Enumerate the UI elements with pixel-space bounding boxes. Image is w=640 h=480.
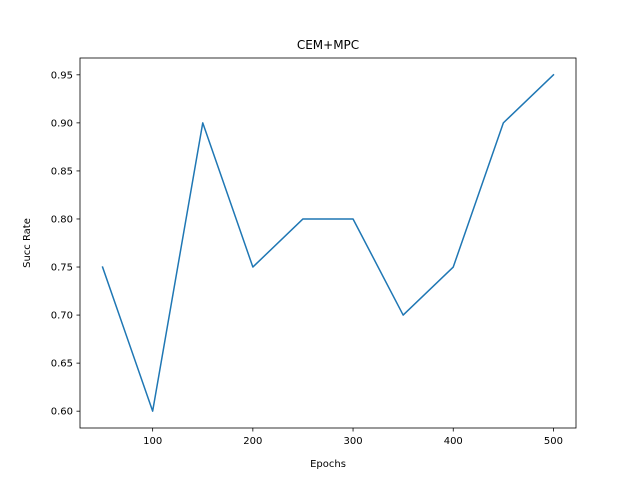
y-axis-ticks: 0.60 0.65 0.70 0.75 0.80 0.85 0.90 0.95 [51, 70, 80, 418]
y-tick-label: 0.75 [51, 263, 73, 274]
series-line [101, 73, 555, 412]
y-tick-label: 0.70 [51, 311, 73, 322]
x-tick-label: 500 [544, 436, 563, 447]
y-tick-label: 0.80 [51, 214, 73, 225]
x-axis-label: Epochs [310, 459, 346, 470]
y-tick-label: 0.90 [51, 118, 73, 129]
x-axis-ticks: 100 200 300 400 500 [143, 428, 563, 447]
x-tick-label: 100 [143, 436, 162, 447]
x-tick-label: 300 [344, 436, 363, 447]
y-axis-label: Succ Rate [22, 218, 33, 268]
y-tick-label: 0.85 [51, 166, 73, 177]
y-tick-label: 0.60 [51, 407, 73, 418]
y-tick-label: 0.65 [51, 359, 73, 370]
plot-frame [79, 57, 577, 429]
y-tick-label: 0.95 [51, 70, 73, 81]
chart-title: CEM+MPC [297, 38, 359, 52]
series-layer [101, 73, 555, 412]
x-tick-label: 200 [243, 436, 262, 447]
x-tick-label: 400 [444, 436, 463, 447]
